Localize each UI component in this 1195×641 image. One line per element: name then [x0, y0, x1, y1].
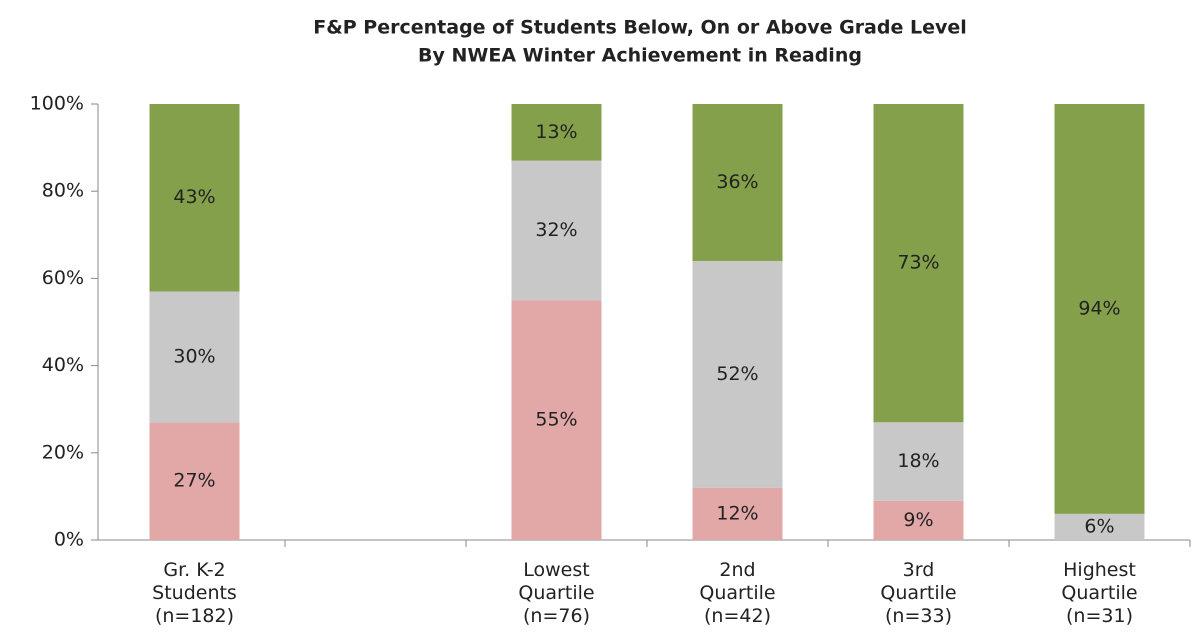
x-tick-label: Highest Quartile (n=31)	[1061, 559, 1137, 627]
bar-segment	[873, 422, 964, 501]
bar-segment	[149, 291, 240, 423]
x-tick-label: 3rd Quartile (n=33)	[880, 559, 956, 627]
data-label: 36%	[716, 171, 758, 193]
y-tick-label: 0%	[54, 529, 84, 551]
x-tick-label: Gr. K-2 Students (n=182)	[152, 559, 237, 627]
data-label: 12%	[716, 502, 758, 524]
chart-subtitle: By NWEA Winter Achievement in Reading	[418, 45, 862, 67]
bar-segment	[511, 160, 602, 301]
bar-segment	[692, 104, 783, 261]
bar-segment	[692, 260, 783, 488]
y-tick-label: 60%	[42, 267, 84, 289]
bar-segment	[511, 300, 602, 540]
data-label: 27%	[173, 470, 215, 492]
data-label: 32%	[535, 219, 577, 241]
y-tick-label: 20%	[42, 441, 84, 463]
bar-segment	[149, 422, 240, 540]
chart-title: F&P Percentage of Students Below, On or …	[313, 17, 967, 39]
data-label: 30%	[173, 345, 215, 367]
bar-segment	[873, 500, 964, 540]
y-tick-label: 80%	[42, 180, 84, 202]
data-label: 73%	[897, 252, 939, 274]
data-label: 18%	[897, 450, 939, 472]
data-label: 9%	[903, 509, 933, 531]
bar-segment	[1054, 104, 1145, 514]
data-label: 55%	[535, 409, 577, 431]
data-label: 13%	[535, 121, 577, 143]
data-label: 43%	[173, 186, 215, 208]
bar-segment	[149, 104, 240, 292]
x-tick-label: Lowest Quartile (n=76)	[518, 559, 594, 627]
bar-segment	[692, 487, 783, 540]
data-label: 6%	[1084, 515, 1114, 537]
y-tick-label: 40%	[42, 354, 84, 376]
bar-segment	[1054, 513, 1145, 540]
bar-segment	[873, 104, 964, 423]
y-tick-label: 100%	[30, 93, 84, 115]
bar-segment	[511, 104, 602, 161]
x-tick-label: 2nd Quartile (n=42)	[699, 559, 775, 627]
data-label: 52%	[716, 363, 758, 385]
data-label: 94%	[1078, 297, 1120, 319]
